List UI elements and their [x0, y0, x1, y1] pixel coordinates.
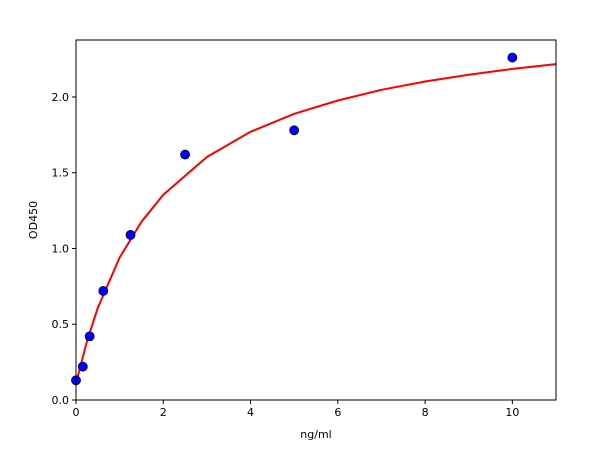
data-point — [98, 286, 109, 296]
data-point — [289, 125, 300, 136]
x-axis-label: ng/ml — [300, 428, 331, 441]
x-tick-label: 6 — [334, 406, 341, 419]
x-tick-label: 0 — [73, 406, 80, 419]
y-tick-label: 1.0 — [52, 242, 70, 255]
x-tick-label: 10 — [505, 406, 519, 419]
data-point — [507, 52, 518, 63]
x-tick-label: 8 — [422, 406, 429, 419]
data-point — [180, 149, 190, 160]
y-tick-label: 2.0 — [52, 91, 70, 104]
x-tick-label: 2 — [160, 406, 167, 419]
y-axis-label: OD450 — [27, 201, 40, 239]
x-tick-label: 4 — [247, 406, 254, 419]
data-point — [84, 331, 95, 342]
y-tick-label: 0.0 — [52, 394, 70, 407]
fit-curve — [75, 63, 557, 384]
data-point — [77, 361, 88, 372]
plot-frame — [75, 39, 557, 401]
data-point — [125, 229, 136, 240]
y-tick-label: 1.5 — [52, 167, 70, 180]
y-tick-label: 0.5 — [52, 318, 70, 331]
